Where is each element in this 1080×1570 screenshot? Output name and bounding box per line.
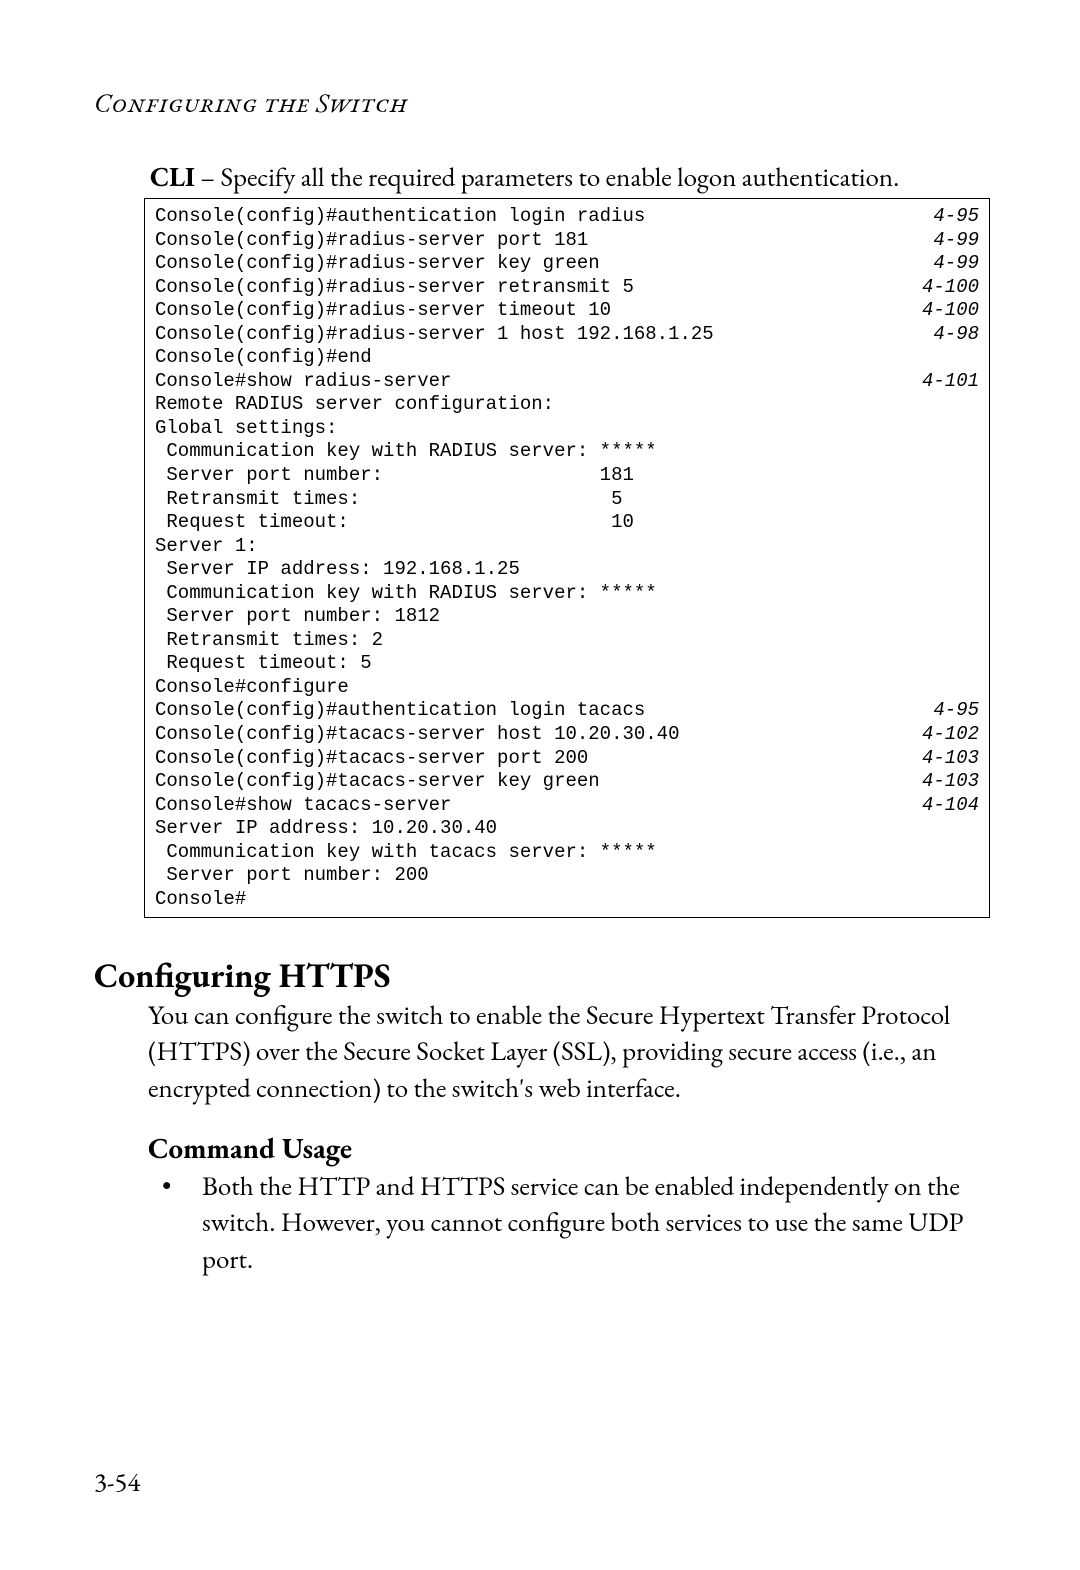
code-line: Console(config)#tacacs-server host 10.20… [155, 723, 979, 747]
code-line: Communication key with tacacs server: **… [155, 841, 979, 865]
code-text: Console(config)#radius-server retransmit… [155, 276, 634, 300]
code-line: Console#show radius-server 4-101 [155, 370, 979, 394]
code-page-ref: 4-95 [925, 699, 979, 723]
code-text: Global settings: [155, 417, 337, 441]
code-line: Global settings: [155, 417, 979, 441]
code-line: Server port number: 1812 [155, 605, 979, 629]
code-page-ref: 4-100 [914, 276, 979, 300]
code-line: Console#show tacacs-server 4-104 [155, 794, 979, 818]
code-text: Retransmit times: 5 [155, 488, 622, 512]
bullet-dot-icon: • [162, 1169, 171, 1205]
code-text: Communication key with RADIUS server: **… [155, 440, 657, 464]
code-line: Console(config)#radius-server 1 host 192… [155, 323, 979, 347]
code-line: Retransmit times: 2 [155, 629, 979, 653]
code-line: Console# [155, 888, 979, 912]
code-text: Console(config)#radius-server 1 host 192… [155, 323, 714, 347]
code-text: Console#show tacacs-server [155, 794, 451, 818]
code-text: Console(config)#end [155, 346, 372, 370]
code-text: Request timeout: 5 [155, 652, 372, 676]
code-line: Console#configure [155, 676, 979, 700]
intro-paragraph: CLI – Specify all the required parameter… [150, 160, 990, 196]
code-text: Server 1: [155, 535, 258, 559]
code-page-ref: 4-103 [914, 747, 979, 771]
code-text: Console(config)#radius-server port 181 [155, 229, 588, 253]
code-text: Console#show radius-server [155, 370, 451, 394]
code-line: Console(config)#radius-server timeout 10… [155, 299, 979, 323]
code-text: Server port number: 200 [155, 864, 429, 888]
code-text: Server IP address: 192.168.1.25 [155, 558, 520, 582]
code-line: Console(config)#radius-server key green 4… [155, 252, 979, 276]
bullet-text: Both the HTTP and HTTPS service can be e… [202, 1169, 988, 1278]
code-text: Retransmit times: 2 [155, 629, 383, 653]
code-text: Console(config)#radius-server timeout 10 [155, 299, 611, 323]
code-text: Server IP address: 10.20.30.40 [155, 817, 497, 841]
code-line: Server IP address: 192.168.1.25 [155, 558, 979, 582]
page: Configuring the Switch CLI – Specify all… [0, 0, 1080, 1570]
code-page-ref: 4-101 [914, 370, 979, 394]
code-line: Console(config)#authentication login rad… [155, 205, 979, 229]
code-text: Communication key with RADIUS server: **… [155, 582, 657, 606]
bullet-item: • Both the HTTP and HTTPS service can be… [162, 1169, 988, 1278]
code-line: Server 1: [155, 535, 979, 559]
code-line: Request timeout: 5 [155, 652, 979, 676]
intro-rest: – Specify all the required parameters to… [195, 160, 899, 195]
code-line: Console(config)#authentication login tac… [155, 699, 979, 723]
cli-code-block: Console(config)#authentication login rad… [144, 198, 990, 918]
code-text: Request timeout: 10 [155, 511, 634, 535]
code-line: Console(config)#tacacs-server key green 4… [155, 770, 979, 794]
code-line: Console(config)#end [155, 346, 979, 370]
code-text: Console(config)#authentication login tac… [155, 699, 645, 723]
code-text: Console(config)#tacacs-server key green [155, 770, 600, 794]
code-line: Communication key with RADIUS server: **… [155, 582, 979, 606]
code-page-ref: 4-95 [925, 205, 979, 229]
code-line: Server IP address: 10.20.30.40 [155, 817, 979, 841]
code-text: Server port number: 1812 [155, 605, 440, 629]
intro-lead: CLI [150, 160, 195, 195]
code-text: Communication key with tacacs server: **… [155, 841, 657, 865]
code-page-ref: 4-103 [914, 770, 979, 794]
section-heading-https: Configuring HTTPS [94, 954, 391, 998]
code-page-ref: 4-104 [914, 794, 979, 818]
code-line: Remote RADIUS server configuration: [155, 393, 979, 417]
code-text: Console(config)#authentication login rad… [155, 205, 645, 229]
code-line: Server port number: 200 [155, 864, 979, 888]
command-usage-heading: Command Usage [148, 1129, 352, 1167]
code-line: Retransmit times: 5 [155, 488, 979, 512]
code-text: Remote RADIUS server configuration: [155, 393, 554, 417]
code-line: Console(config)#tacacs-server port 200 4-… [155, 747, 979, 771]
code-page-ref: 4-99 [925, 229, 979, 253]
code-text: Console#configure [155, 676, 349, 700]
code-text: Console# [155, 888, 246, 912]
code-line: Communication key with RADIUS server: **… [155, 440, 979, 464]
code-line: Console(config)#radius-server retransmit… [155, 276, 979, 300]
code-text: Console(config)#tacacs-server port 200 [155, 747, 588, 771]
code-line: Server port number: 181 [155, 464, 979, 488]
code-text: Server port number: 181 [155, 464, 634, 488]
running-head: Configuring the Switch [94, 86, 408, 121]
code-page-ref: 4-99 [925, 252, 979, 276]
code-line: Console(config)#radius-server port 181 4-… [155, 229, 979, 253]
code-page-ref: 4-102 [914, 723, 979, 747]
code-text: Console(config)#radius-server key green [155, 252, 600, 276]
code-line: Request timeout: 10 [155, 511, 979, 535]
code-text: Console(config)#tacacs-server host 10.20… [155, 723, 680, 747]
section-paragraph: You can configure the switch to enable t… [148, 998, 988, 1107]
code-page-ref: 4-98 [925, 323, 979, 347]
page-number: 3-54 [94, 1465, 140, 1500]
code-page-ref: 4-100 [914, 299, 979, 323]
